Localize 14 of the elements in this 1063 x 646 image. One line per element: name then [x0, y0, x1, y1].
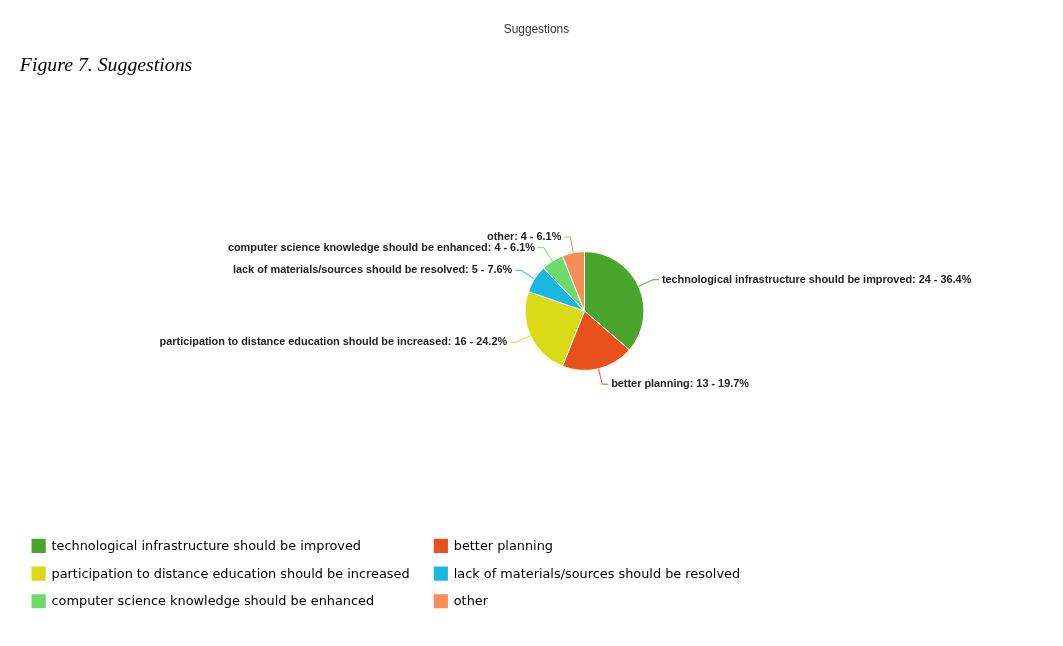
legend-label: participation to distance education should be increased [51, 565, 410, 581]
data-label: computer science knowledge should be enhanced: 4 - 6.1% [227, 240, 536, 253]
data-label: other: 4 - 6.1% [486, 230, 562, 243]
caption: Figure 7. Suggestions [18, 53, 193, 76]
data-label: participation to distance education should be increased: 16 - 24.2% [159, 335, 508, 348]
chart-title: Suggestions [503, 21, 570, 36]
legend-label: other [453, 593, 489, 609]
legend-label: lack of materials/sources should be resolved [453, 565, 741, 581]
legend-label: computer science knowledge should be enhanced [51, 593, 375, 609]
legend-label: better planning [453, 537, 553, 553]
data-label: lack of materials/sources should be resolved: 5 - 7.6% [233, 263, 513, 276]
data-label: technological infrastructure should be improved: 24 - 36.4% [661, 272, 972, 285]
legend-label: technological infrastructure should be improved [51, 537, 362, 553]
data-label: better planning: 13 - 19.7% [611, 377, 750, 390]
